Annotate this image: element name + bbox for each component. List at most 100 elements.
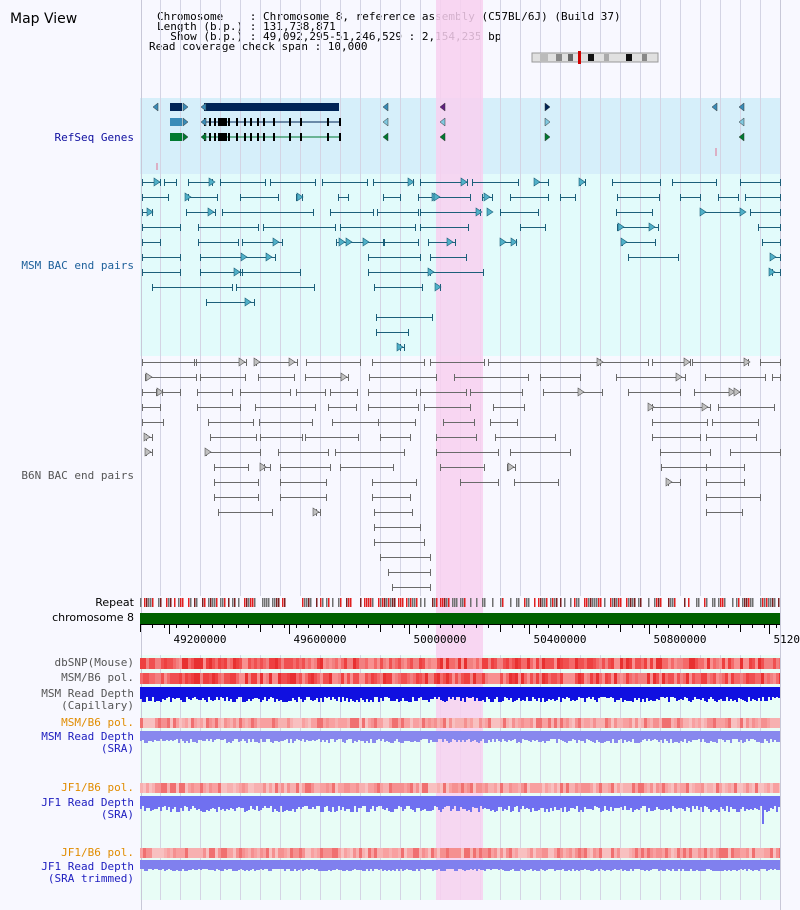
pol-heat-cell: [143, 783, 146, 793]
depth-bar: [496, 796, 498, 811]
pol-heat-cell: [191, 783, 194, 793]
pol-heat-cell: [329, 848, 332, 858]
snp-heat-cell: [320, 658, 323, 669]
pol-heat-cell: [170, 848, 173, 858]
depth-bar: [246, 860, 248, 870]
depth-bar: [280, 731, 282, 741]
depth-bar: [580, 860, 582, 870]
depth-bar: [300, 731, 302, 741]
depth-bar: [628, 731, 630, 741]
selection-highlight[interactable]: [436, 0, 483, 900]
pol-heat-cell: [635, 783, 638, 793]
snp-heat-cell: [722, 658, 725, 669]
pol-heat-cell: [194, 783, 197, 793]
pol-heat-cell: [356, 673, 359, 684]
b6n-bac-track[interactable]: [142, 357, 781, 591]
pol-heat-cell: [626, 718, 629, 728]
repeat-element: [452, 598, 454, 607]
pol-heat-cell: [410, 783, 413, 793]
depth-bar: [360, 796, 362, 808]
pol-heat-cell: [155, 673, 158, 684]
depth-bar: [496, 860, 498, 869]
pol-heat-cell: [632, 673, 635, 684]
pol-heat-cell: [602, 673, 605, 684]
depth-bar: [752, 860, 754, 871]
bac-end-marker: [533, 177, 541, 187]
depth-bar: [622, 796, 624, 810]
pol-heat-cell: [737, 673, 740, 684]
depth-bar: [378, 796, 380, 806]
chromosome-ideogram[interactable]: [531, 51, 659, 64]
repeat-element: [596, 598, 598, 607]
pol-heat-cell: [656, 783, 659, 793]
pol-heat-cell: [149, 718, 152, 728]
depth-bar: [378, 731, 380, 739]
depth-bar: [516, 731, 518, 743]
pol-heat-cell: [743, 718, 746, 728]
pol-heat-cell: [674, 673, 677, 684]
pol-heat-cell: [476, 848, 479, 858]
pol-heat-cell: [284, 848, 287, 858]
pol-heat-cell: [437, 848, 440, 858]
pol-heat-cell: [623, 673, 626, 684]
depth-bar: [156, 731, 158, 741]
depth-bar: [300, 796, 302, 809]
snp-heat-cell: [509, 658, 512, 669]
pol-heat-cell: [488, 718, 491, 728]
pol-heat-cell: [569, 718, 572, 728]
pol-heat-cell: [215, 718, 218, 728]
depth-bar: [182, 796, 184, 811]
depth-bar: [412, 796, 414, 810]
depth-bar: [314, 860, 316, 870]
pol-heat-cell: [470, 783, 473, 793]
snp-heat-cell: [548, 658, 551, 669]
repeat-element: [378, 598, 380, 607]
depth-bar: [560, 860, 562, 870]
depth-bar: [550, 860, 552, 869]
msm-bac-track[interactable]: [142, 177, 781, 352]
depth-bar: [180, 731, 182, 739]
depth-bar: [542, 731, 544, 741]
pol-heat-cell: [494, 673, 497, 684]
depth-bar: [312, 860, 314, 869]
repeat-element: [320, 598, 322, 607]
depth-bar: [420, 731, 422, 740]
depth-bar: [724, 731, 726, 742]
snp-heat-cell: [191, 658, 194, 669]
depth-bar: [774, 731, 776, 740]
snp-heat-cell: [341, 658, 344, 669]
pol-heat-cell: [593, 848, 596, 858]
pol-heat-cell: [197, 848, 200, 858]
depth-bar: [536, 860, 538, 871]
pol-heat-cell: [644, 848, 647, 858]
depth-bar: [646, 687, 648, 698]
repeat-element: [414, 598, 416, 607]
gene-exon: [225, 133, 227, 141]
depth-bar: [148, 796, 150, 808]
depth-bar: [724, 796, 726, 811]
depth-bar: [190, 860, 192, 870]
pol-heat-cell: [551, 783, 554, 793]
repeat-element: [570, 598, 572, 607]
depth-bar: [222, 796, 224, 809]
depth-bar: [524, 731, 526, 740]
depth-bar: [442, 796, 444, 809]
snp-heat-cell: [557, 658, 560, 669]
pol-heat-cell: [371, 783, 374, 793]
depth-bar: [518, 796, 520, 812]
depth-bar: [612, 687, 614, 698]
repeat-element: [718, 598, 720, 607]
depth-bar: [246, 687, 248, 701]
pol-heat-cell: [722, 718, 725, 728]
refseq-genes-track[interactable]: [152, 102, 745, 170]
repeat-element: [500, 598, 502, 607]
pol-heat-cell: [569, 848, 572, 858]
depth-bar: [582, 796, 584, 812]
depth-bar: [418, 687, 420, 698]
pol-heat-cell: [611, 673, 614, 684]
pol-heat-cell: [737, 783, 740, 793]
snp-heat-cell: [503, 658, 506, 669]
highlight-region[interactable]: [436, 0, 483, 900]
depth-bar: [664, 731, 666, 739]
depth-bar: [154, 796, 156, 809]
